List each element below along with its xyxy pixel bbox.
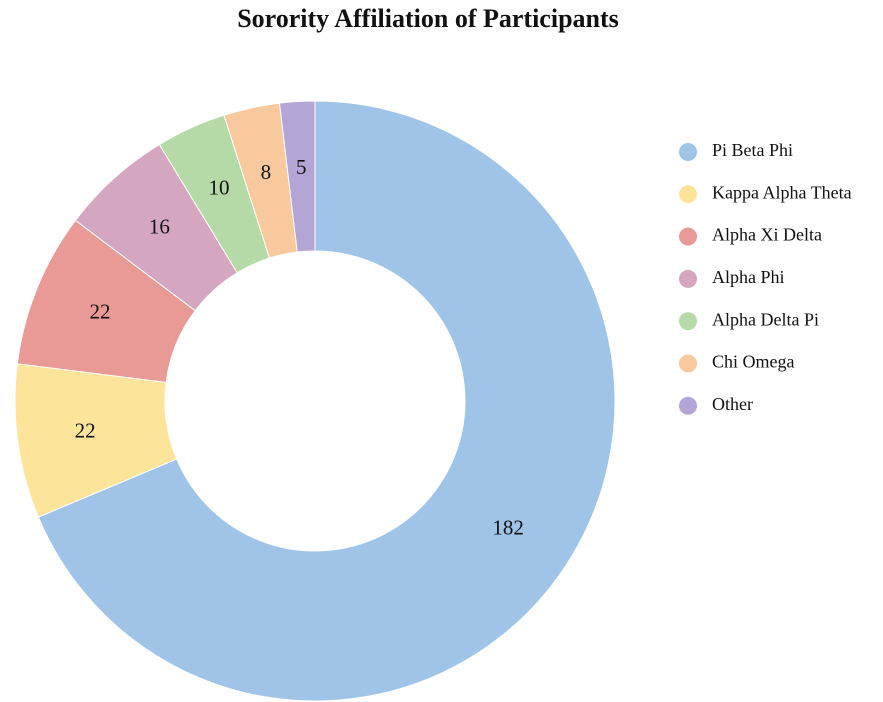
- legend-label: Alpha Xi Delta: [712, 225, 822, 245]
- slice: [278, 100, 316, 253]
- legend-label: Alpha Delta Pi: [712, 309, 819, 329]
- chart-title: Sorority Affiliation of Participants: [237, 4, 619, 33]
- legend-marker: [679, 354, 697, 373]
- slice-label: 22: [90, 300, 111, 324]
- legend-marker: [679, 185, 697, 204]
- legend-label: Kappa Alpha Theta: [712, 182, 852, 202]
- slice-label: 8: [261, 160, 272, 184]
- legend-label: Chi Omega: [712, 352, 795, 372]
- slice-label: 10: [208, 176, 229, 200]
- slice-label: 22: [75, 418, 96, 442]
- legend-marker: [679, 269, 697, 288]
- legend-marker: [679, 312, 697, 331]
- legend-marker: [679, 227, 697, 246]
- legend-label: Pi Beta Phi: [712, 140, 793, 160]
- legend-marker: [679, 396, 697, 415]
- legend-label: Alpha Phi: [712, 267, 785, 287]
- slice-label: 16: [149, 215, 170, 239]
- legend-label: Other: [712, 394, 753, 414]
- slice-label: 5: [296, 155, 307, 179]
- legend-marker: [679, 143, 697, 161]
- slice: [37, 100, 616, 702]
- slice-label: 182: [492, 515, 524, 539]
